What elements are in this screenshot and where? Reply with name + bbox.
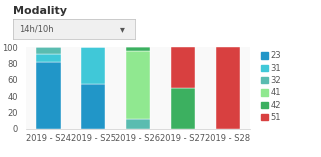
Legend: 23, 31, 32, 41, 42, 51: 23, 31, 32, 41, 42, 51 bbox=[261, 51, 281, 122]
Bar bbox=[36, 54, 60, 62]
Bar bbox=[36, 47, 60, 54]
Bar bbox=[81, 84, 105, 129]
Bar bbox=[171, 88, 195, 129]
Text: Modality: Modality bbox=[13, 6, 67, 16]
Text: ▾: ▾ bbox=[120, 24, 125, 34]
Bar bbox=[81, 47, 105, 84]
Bar bbox=[126, 47, 150, 51]
Bar bbox=[126, 119, 150, 129]
Text: 14h/10h: 14h/10h bbox=[19, 24, 54, 34]
Bar bbox=[126, 51, 150, 119]
Bar bbox=[36, 62, 60, 129]
Bar bbox=[171, 47, 195, 88]
Bar bbox=[216, 47, 240, 129]
